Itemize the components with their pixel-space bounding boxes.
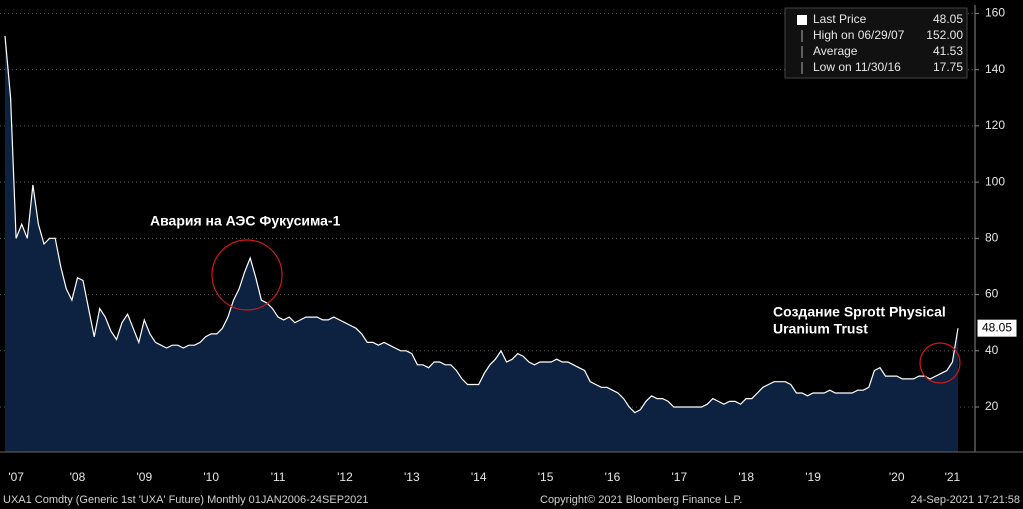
footer: 24-Sep-2021 17:21:58 — [911, 494, 1020, 506]
x-tick-label: '13 — [404, 470, 420, 484]
x-tick-label: '14 — [471, 470, 487, 484]
highlight-circle — [211, 239, 283, 311]
x-tick-label: '08 — [70, 470, 86, 484]
highlight-circle — [919, 342, 961, 384]
footer: UXA1 Comdty (Generic 1st 'UXA' Future) M… — [3, 494, 369, 506]
y-tick-label: 140 — [985, 62, 1005, 76]
y-tick-label: 80 — [985, 231, 999, 245]
x-tick-label: '09 — [137, 470, 153, 484]
annotation: Создание Sprott Physical — [773, 304, 946, 320]
x-tick-label: '15 — [538, 470, 554, 484]
last-price-box — [976, 318, 1018, 338]
last-price-label: 48.05 — [982, 320, 1012, 334]
x-tick-label: '20 — [889, 470, 905, 484]
line — [4, 35, 959, 414]
x-tick-label: '10 — [203, 470, 219, 484]
x-tick-label: '17 — [672, 470, 688, 484]
x-tick-label: '16 — [605, 470, 621, 484]
legend-value: 17.75 — [933, 60, 963, 74]
legend-swatch — [797, 15, 807, 25]
legend-label: High on 06/29/07 — [813, 28, 905, 42]
legend-value: 152.00 — [926, 28, 963, 42]
y-tick-label: 120 — [985, 118, 1005, 132]
plot — [4, 35, 959, 453]
x-tick-label: '07 — [8, 470, 24, 484]
legend-entries: Last Price 48.05 High on 06/29/07 152.00 Ave… — [797, 12, 963, 74]
annotation: Uranium Trust — [773, 321, 868, 337]
legend-label: Last Price — [813, 12, 867, 26]
x-tick-label: '12 — [337, 470, 353, 484]
legend-value: 48.05 — [933, 12, 963, 26]
x-tick-label: '11 — [271, 470, 286, 484]
y-tick-label: 100 — [985, 174, 1005, 188]
x-tick-label: '18 — [738, 470, 754, 484]
y-tick-label: 40 — [985, 343, 999, 357]
y-tick-label: 60 — [985, 287, 999, 301]
legend-label: Low on 11/30/16 — [813, 60, 901, 74]
x-tick-label: '21 — [945, 470, 961, 484]
y-tick-label: 160 — [985, 6, 1005, 20]
legend — [784, 7, 968, 79]
legend-value: 41.53 — [933, 44, 963, 58]
y-tick-label: 20 — [985, 399, 999, 413]
legend-label: Average — [813, 44, 858, 58]
annotation: Авария на АЭС Фукусима-1 — [150, 213, 341, 229]
area — [5, 35, 958, 453]
x-tick-label: '19 — [805, 470, 821, 484]
footer: Copyright© 2021 Bloomberg Finance L.P. — [540, 494, 742, 506]
